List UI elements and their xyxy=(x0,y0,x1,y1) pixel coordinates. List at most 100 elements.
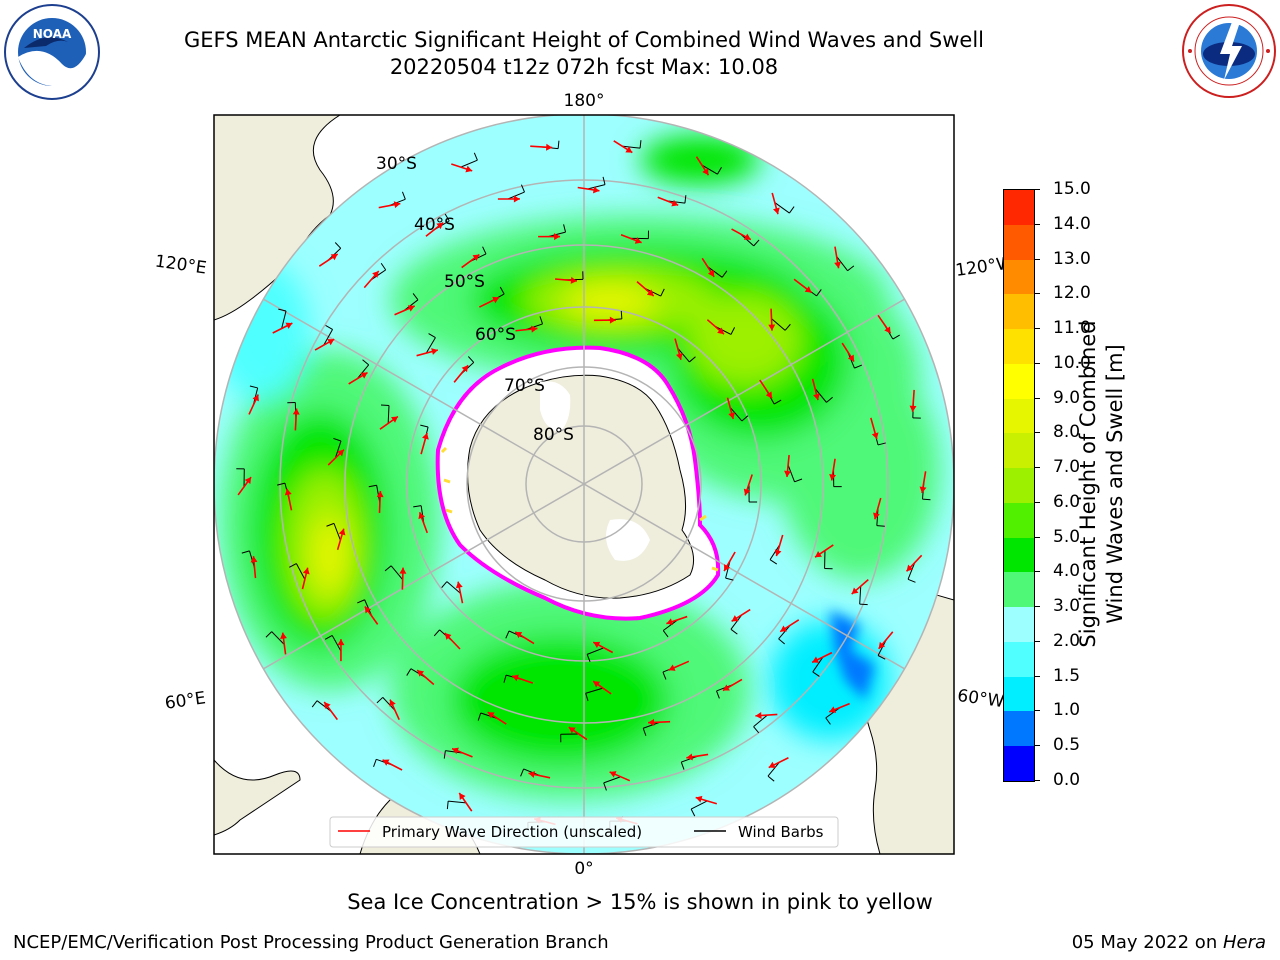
wave-direction-arrow xyxy=(337,639,345,662)
wave-direction-arrow xyxy=(515,325,538,333)
wave-direction-arrow xyxy=(554,276,578,284)
wind-barb xyxy=(278,308,287,329)
wind-barb xyxy=(384,565,404,580)
colorbar-tick-label: 1.5 xyxy=(1053,665,1081,686)
wave-direction-arrow xyxy=(779,619,800,633)
noaa-logo-text: NOAA xyxy=(33,27,72,41)
colorbar-tick-mark xyxy=(1034,675,1040,677)
colorbar-tick-mark xyxy=(1034,189,1040,190)
wave-direction-arrow xyxy=(768,757,789,769)
wave-direction-arrow xyxy=(378,201,401,209)
wave-direction-arrow xyxy=(237,476,252,496)
colorbar-tick-label: 11.0 xyxy=(1053,318,1091,339)
wind-barb xyxy=(814,388,833,403)
legend-wave-label: Primary Wave Direction (unscaled) xyxy=(382,823,642,841)
colorbar-tick-mark xyxy=(1034,397,1040,399)
lat-label-30s: 30°S xyxy=(376,154,417,174)
wind-barb xyxy=(707,266,728,278)
wave-direction-arrow xyxy=(394,305,416,316)
lon-label-120e: 120°E xyxy=(154,252,208,279)
wind-barb xyxy=(265,631,285,645)
wind-barb xyxy=(769,544,781,565)
colorbar-tick-label: 12.0 xyxy=(1053,283,1091,304)
wave-direction-arrow xyxy=(416,669,435,686)
colorbar-segment xyxy=(1004,641,1034,677)
wind-barb xyxy=(326,522,341,541)
lon-label-180: 180° xyxy=(564,91,605,111)
colorbar-segment xyxy=(1004,537,1034,573)
footer-date-text: 05 May 2022 on xyxy=(1071,932,1223,953)
colorbar-segment xyxy=(1004,607,1034,642)
colorbar-tick-label: 0.5 xyxy=(1053,735,1081,756)
colorbar-tick-label: 6.0 xyxy=(1053,491,1081,512)
lat-label-50s: 50°S xyxy=(444,272,485,292)
wave-direction-arrow xyxy=(811,378,820,401)
legend-wind-label: Wind Barbs xyxy=(738,823,824,841)
wave-direction-arrow xyxy=(592,641,614,654)
wave-direction-arrow xyxy=(666,615,688,626)
wave-direction-arrow xyxy=(722,678,743,692)
wind-barb xyxy=(753,714,768,734)
wave-direction-arrow xyxy=(829,458,837,481)
wave-direction-arrow xyxy=(771,192,780,215)
wave-direction-arrow xyxy=(250,556,258,579)
wind-barb xyxy=(748,483,758,503)
colorbar-tick-label: 5.0 xyxy=(1053,526,1081,547)
wave-direction-arrow xyxy=(420,432,429,455)
wind-barb xyxy=(767,761,780,782)
wave-direction-arrow xyxy=(382,759,403,771)
wave-direction-arrow xyxy=(609,771,631,782)
lon-label-0: 0° xyxy=(574,859,593,879)
wave-direction-arrow xyxy=(793,278,813,294)
wave-direction-arrow xyxy=(418,511,429,534)
colorbar-segment xyxy=(1004,468,1034,503)
wind-barb xyxy=(381,404,390,424)
colorbar-segment xyxy=(1004,502,1034,538)
wave-direction-arrow xyxy=(686,753,709,761)
wave-direction-arrow xyxy=(743,474,753,496)
wave-direction-arrow xyxy=(834,246,842,269)
colorbar-tick-label: 8.0 xyxy=(1053,422,1081,443)
wind-barb xyxy=(586,647,605,662)
wave-direction-arrow xyxy=(657,196,679,207)
graticule xyxy=(214,115,954,854)
colorbar-label-line1: Significant Height of Combined xyxy=(1076,320,1100,648)
wave-direction-arrow xyxy=(292,408,300,431)
wind-barb xyxy=(824,550,833,570)
wave-direction-arrow xyxy=(726,397,736,420)
wind-barb xyxy=(730,614,743,635)
wave-direction-arrow xyxy=(248,394,259,415)
wave-direction-arrow xyxy=(314,338,335,351)
wind-barb xyxy=(425,333,436,354)
lon-label-60w: 60°W xyxy=(956,686,1005,712)
wave-direction-arrow xyxy=(814,544,834,558)
wave-direction-arrow xyxy=(877,314,892,334)
wind-barb xyxy=(441,581,461,594)
colorbar-segment xyxy=(1004,363,1034,399)
colorbar-tick-label: 4.0 xyxy=(1053,561,1081,582)
wave-direction-arrow xyxy=(774,534,784,557)
chart-subtitle: 20220504 t12z 072h fcst Max: 10.08 xyxy=(389,55,779,79)
sea-ice-note: Sea Ice Concentration > 15% is shown in … xyxy=(347,890,933,914)
wave-direction-arrow xyxy=(811,651,833,664)
wind-barb xyxy=(585,687,604,702)
vector-layer xyxy=(236,140,931,831)
wave-direction-arrow xyxy=(759,379,773,399)
colorbar-tick-label: 15.0 xyxy=(1053,179,1091,199)
wave-direction-arrow xyxy=(841,342,855,363)
wave-direction-arrow xyxy=(784,454,792,478)
wave-direction-arrow xyxy=(530,143,553,151)
wind-barb xyxy=(677,347,696,363)
wind-barb xyxy=(311,700,332,712)
wave-direction-arrow xyxy=(851,578,869,595)
wave-direction-arrow xyxy=(538,233,561,241)
wave-direction-arrow xyxy=(828,702,850,713)
chart-title: GEFS MEAN Antarctic Significant Height o… xyxy=(183,28,985,52)
wind-barb xyxy=(778,624,791,645)
wave-direction-arrow xyxy=(348,371,368,385)
colorbar-tick-mark xyxy=(1034,745,1040,747)
wave-direction-arrow xyxy=(451,163,473,173)
nws-logo-icon xyxy=(1182,4,1276,98)
colorbar-segment xyxy=(1004,572,1034,608)
